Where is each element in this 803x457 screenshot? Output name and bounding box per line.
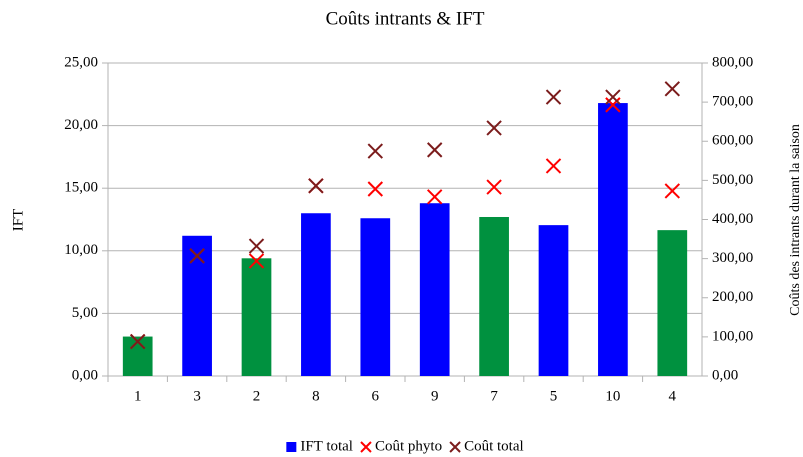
y-tick-label: 15,00 bbox=[64, 180, 98, 196]
y-tick-label: 25,00 bbox=[64, 54, 98, 70]
bar bbox=[598, 103, 628, 377]
y2-tick-label: 200,00 bbox=[712, 289, 753, 305]
y2-tick-label: 300,00 bbox=[712, 250, 753, 266]
legend-swatch bbox=[449, 441, 461, 453]
marker bbox=[248, 238, 265, 254]
y2-tick-label: 100,00 bbox=[712, 328, 753, 344]
y2-tick-label: 800,00 bbox=[712, 54, 753, 70]
y2-tick-label: 500,00 bbox=[712, 172, 753, 188]
legend-label: Coût phyto bbox=[375, 438, 442, 454]
bar bbox=[419, 203, 450, 376]
marker bbox=[664, 81, 681, 97]
x-tick-label: 10 bbox=[605, 388, 620, 404]
marker bbox=[367, 143, 384, 159]
y-tick-label: 5,00 bbox=[72, 305, 98, 321]
legend-swatch bbox=[360, 441, 372, 453]
legend-label: IFT total bbox=[300, 438, 353, 454]
bar bbox=[479, 216, 509, 376]
legend-label: Coût total bbox=[464, 438, 524, 454]
marker bbox=[664, 183, 681, 199]
y2-axis-label: Coûts des intrants durant la saison bbox=[788, 124, 803, 316]
x-tick-label: 1 bbox=[134, 388, 142, 404]
x-tick-label: 3 bbox=[193, 388, 201, 404]
x-tick-label: 5 bbox=[550, 388, 558, 404]
marker bbox=[308, 178, 324, 194]
marker bbox=[189, 248, 205, 264]
bar bbox=[122, 336, 153, 376]
y-tick-label: 0,00 bbox=[72, 367, 98, 383]
marker bbox=[486, 179, 502, 195]
marker bbox=[248, 253, 265, 269]
marker bbox=[367, 181, 384, 197]
bar bbox=[538, 225, 569, 376]
bar bbox=[360, 218, 391, 376]
bar bbox=[182, 235, 212, 376]
marker bbox=[605, 97, 621, 113]
bar bbox=[241, 258, 272, 376]
marker bbox=[605, 89, 621, 105]
legend: IFT total Coût phyto Coût total bbox=[286, 438, 524, 454]
x-tick-label: 9 bbox=[431, 388, 439, 404]
y2-tick-label: 700,00 bbox=[712, 94, 753, 110]
x-tick-label: 6 bbox=[372, 388, 380, 404]
marker bbox=[545, 158, 562, 174]
x-tick-label: 7 bbox=[490, 388, 498, 404]
y2-tick-label: 400,00 bbox=[712, 211, 753, 227]
marker bbox=[426, 189, 443, 205]
marker bbox=[426, 142, 443, 158]
marker bbox=[486, 120, 502, 136]
y2-tick-label: 600,00 bbox=[712, 133, 753, 149]
bar bbox=[657, 230, 688, 376]
x-tick-label: 8 bbox=[312, 388, 320, 404]
legend-swatch bbox=[286, 442, 297, 452]
y-axis-label: IFT bbox=[10, 209, 26, 232]
chart-title: Coûts intrants & IFT bbox=[326, 8, 485, 29]
marker bbox=[129, 333, 146, 350]
y-tick-label: 20,00 bbox=[64, 117, 98, 133]
x-tick-label: 2 bbox=[253, 388, 261, 404]
y-tick-label: 10,00 bbox=[64, 242, 98, 258]
bar bbox=[301, 213, 331, 376]
y2-tick-label: 0,00 bbox=[712, 367, 738, 383]
x-tick-label: 4 bbox=[669, 388, 677, 404]
marker bbox=[545, 89, 562, 105]
